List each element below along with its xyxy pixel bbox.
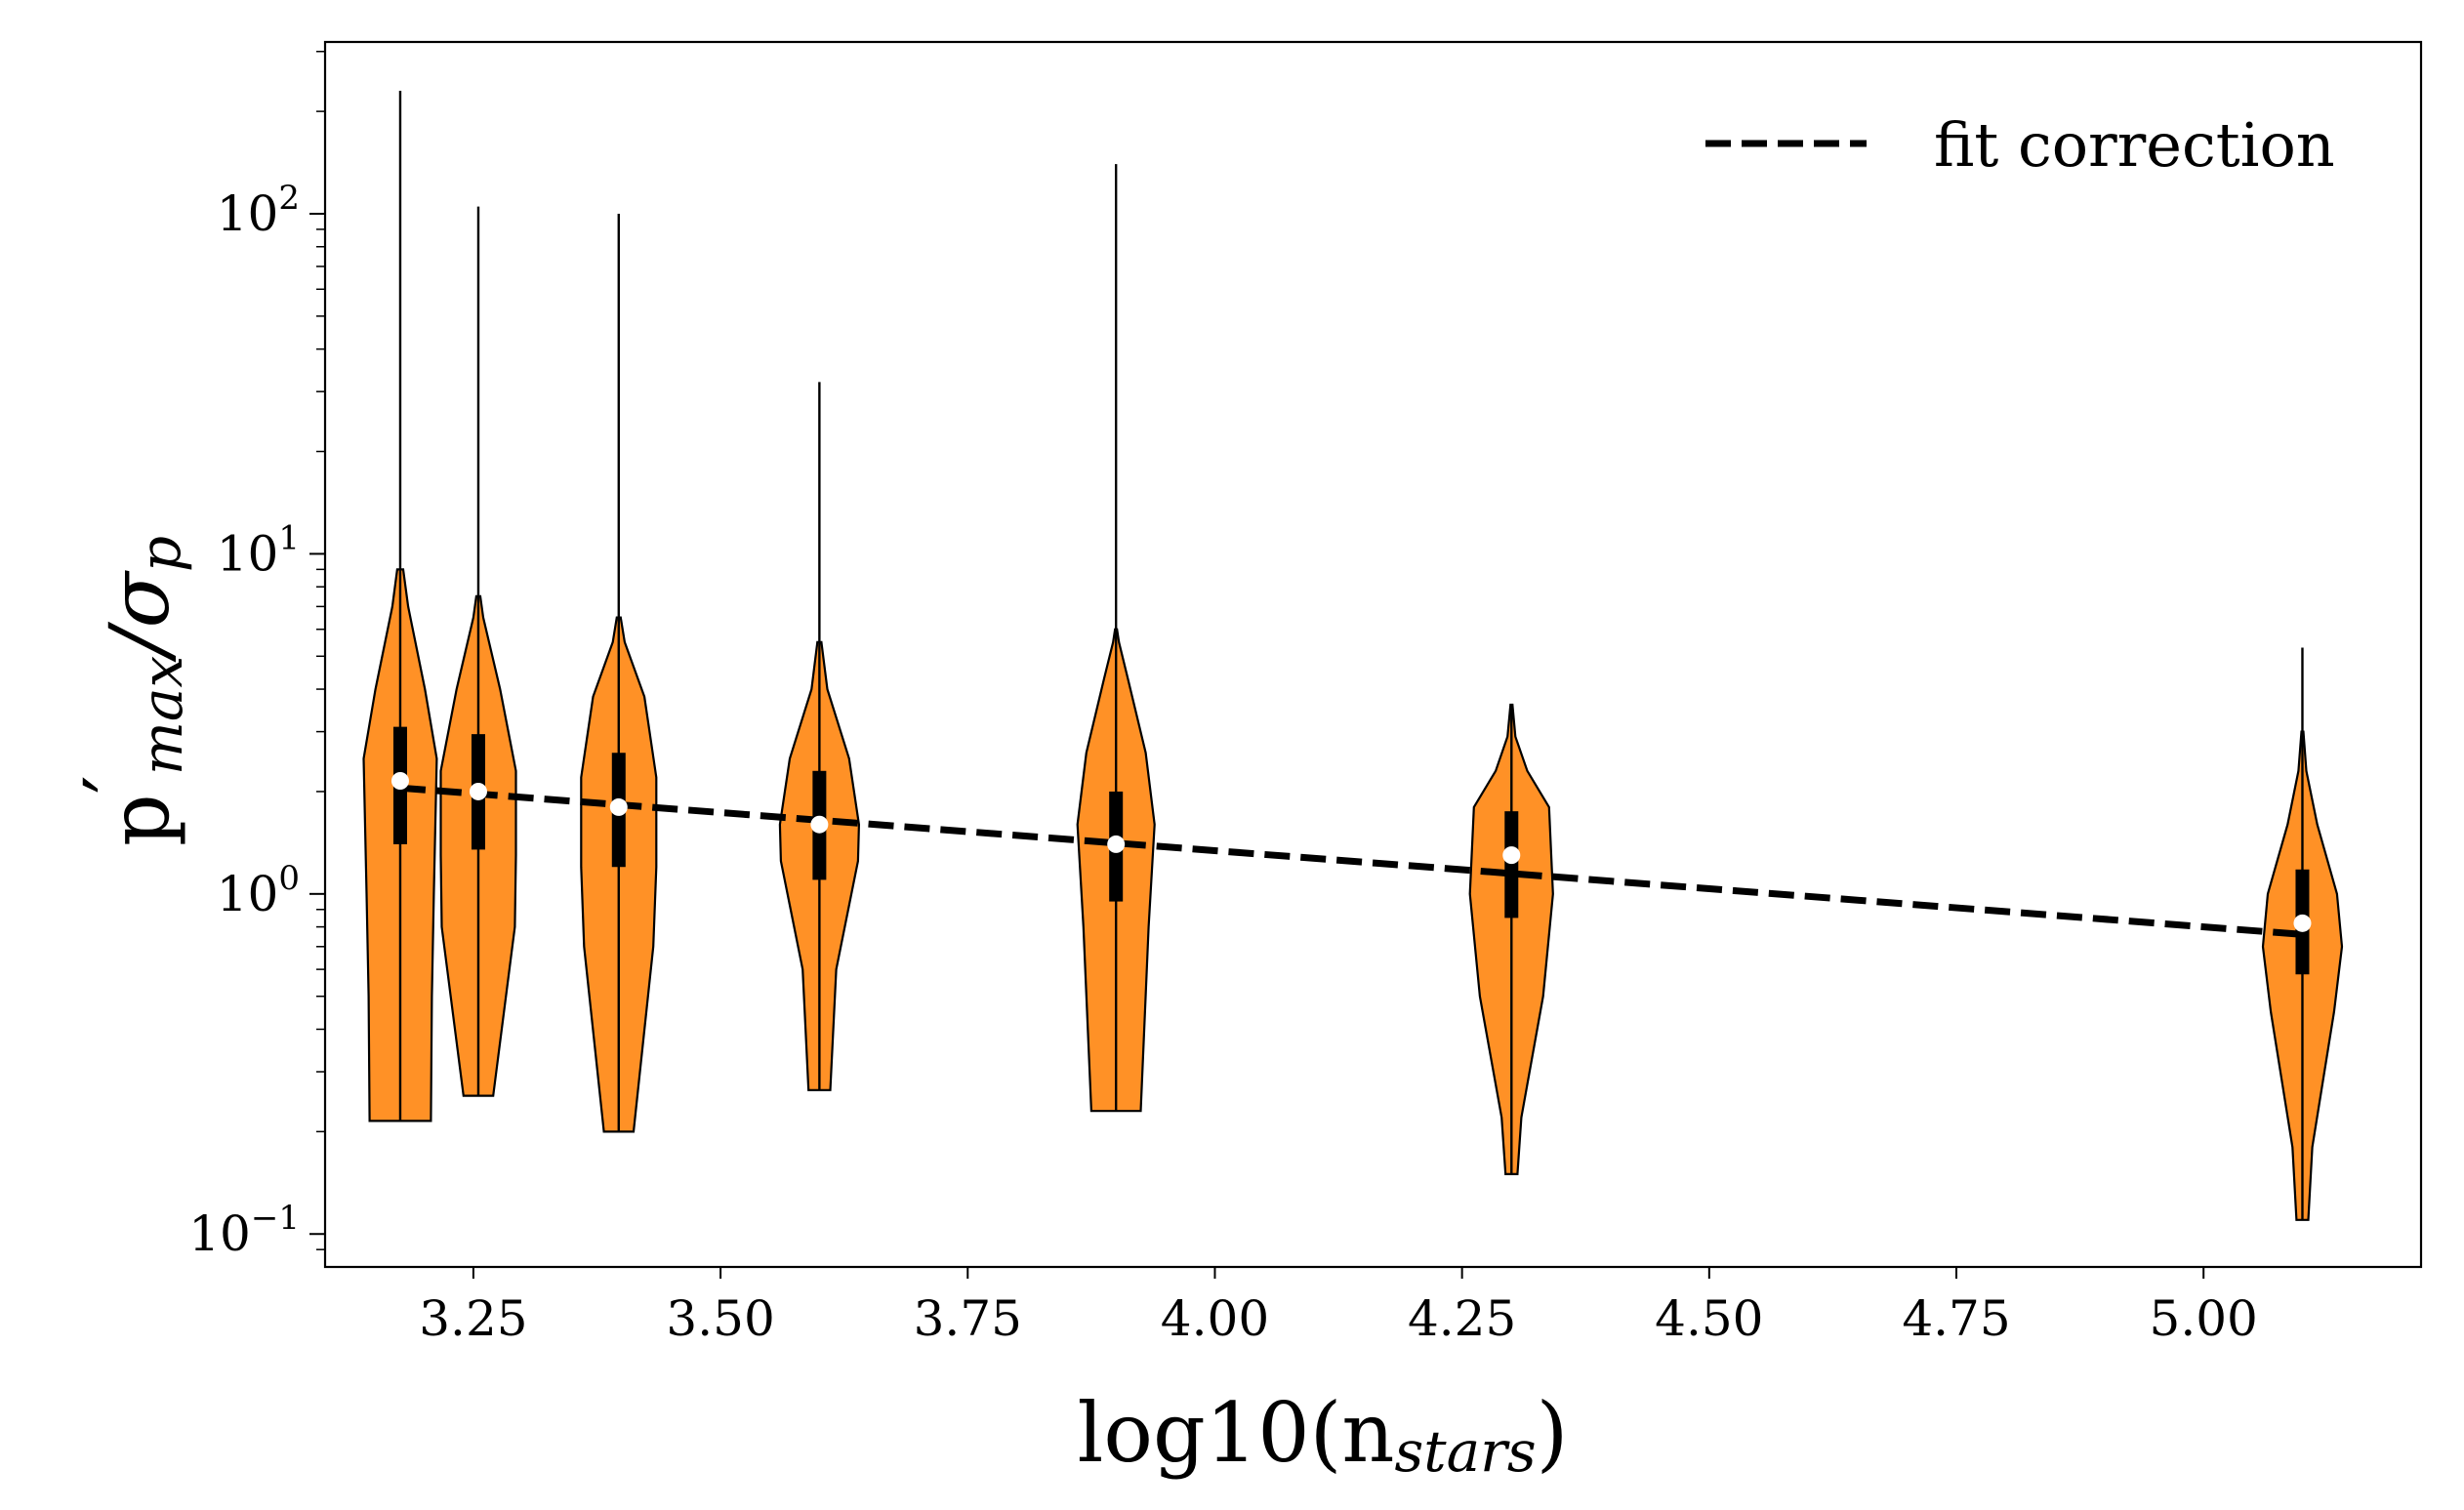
legend-fit-label: fit correction: [1934, 109, 2335, 181]
x-tick-label: 5.00: [2150, 1290, 2258, 1347]
violin-median-7: [2293, 914, 2312, 932]
y-tick-label: 102: [217, 179, 300, 242]
violin-median-5: [1107, 835, 1126, 853]
legend: fit correction: [1705, 109, 2335, 181]
violin-median-3: [609, 797, 628, 816]
violin-median-2: [469, 782, 487, 800]
violin-median-4: [810, 815, 829, 834]
x-axis-title: log10(nstars): [1078, 1385, 1569, 1485]
box-layer: [390, 90, 2312, 1220]
fit-line-layer: [399, 784, 2303, 938]
y-tick-label: 100: [217, 859, 300, 922]
violins-layer: [362, 568, 2344, 1221]
x-tick-label: 3.50: [666, 1290, 774, 1347]
y-axis-ticks: 10−1 100 101 102: [188, 51, 325, 1262]
x-tick-label: 4.75: [1902, 1290, 2010, 1347]
x-axis-ticks: 3.25 3.50 3.75 4.00 4.25 4.50 4.75 5.00: [419, 1267, 2258, 1347]
x-tick-label: 4.25: [1408, 1290, 1516, 1347]
y-tick-label: 101: [217, 518, 300, 582]
violin-iqr-box-6: [1504, 811, 1519, 918]
fit-correction-line: [399, 784, 2303, 938]
x-tick-label: 3.25: [419, 1290, 527, 1347]
y-axis-title: p′max/σp: [66, 536, 195, 846]
violin-median-1: [390, 771, 409, 790]
x-tick-label: 3.75: [914, 1290, 1022, 1347]
x-tick-label: 4.50: [1655, 1290, 1763, 1347]
violin-median-6: [1502, 846, 1521, 865]
y-tick-label: 10−1: [188, 1199, 300, 1262]
plot-frame: [323, 40, 2423, 1269]
x-tick-label: 4.00: [1161, 1290, 1269, 1347]
